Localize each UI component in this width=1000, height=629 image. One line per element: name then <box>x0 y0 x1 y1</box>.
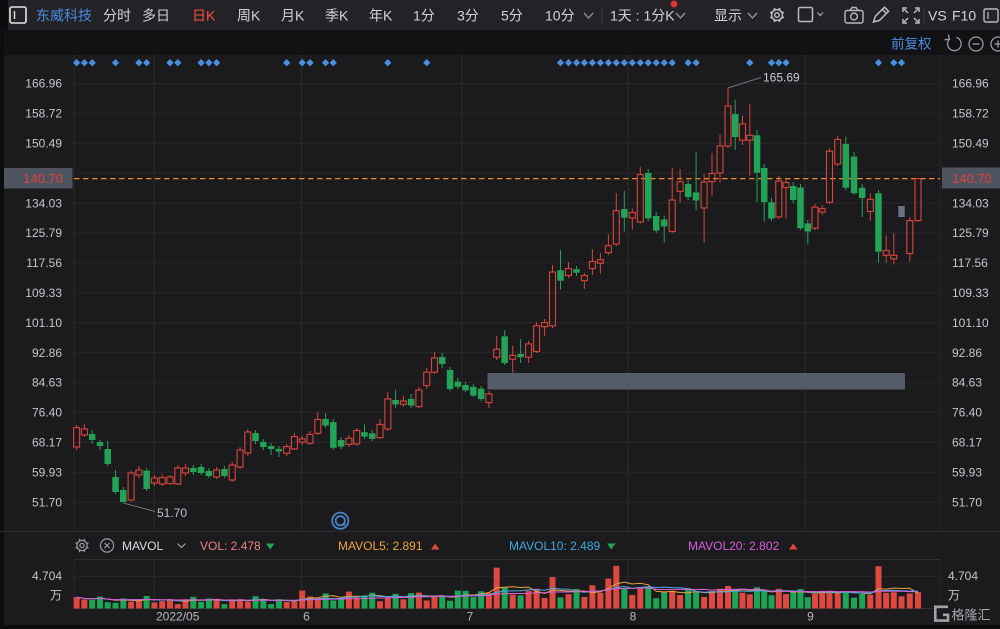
svg-text:150.49: 150.49 <box>25 137 62 151</box>
svg-text:51.70: 51.70 <box>32 495 62 509</box>
svg-text:101.10: 101.10 <box>952 316 989 330</box>
svg-text:101.10: 101.10 <box>25 316 62 330</box>
svg-text:MAVOL5: 2.891: MAVOL5: 2.891 <box>338 539 423 553</box>
svg-text:68.17: 68.17 <box>32 435 62 449</box>
svg-text:VS: VS <box>928 8 947 24</box>
svg-text:日K: 日K <box>192 8 216 24</box>
svg-text:显示: 显示 <box>714 8 742 24</box>
svg-text:万: 万 <box>948 589 960 603</box>
svg-text:MAVOL20: 2.802: MAVOL20: 2.802 <box>688 539 779 553</box>
svg-text:MAVOL: MAVOL <box>122 539 163 553</box>
svg-text:76.40: 76.40 <box>952 406 982 420</box>
svg-text:VOL: 2.478: VOL: 2.478 <box>200 539 261 553</box>
svg-text:6: 6 <box>303 610 310 624</box>
svg-text:166.96: 166.96 <box>25 77 62 91</box>
svg-text:125.79: 125.79 <box>952 226 989 240</box>
svg-text:分时: 分时 <box>103 8 131 24</box>
svg-text:东威科技: 东威科技 <box>36 8 92 24</box>
svg-text:4.704: 4.704 <box>32 569 62 583</box>
svg-text:前复权: 前复权 <box>891 36 932 52</box>
svg-text:84.63: 84.63 <box>32 376 62 390</box>
svg-text:51.70: 51.70 <box>157 506 187 520</box>
svg-text:68.17: 68.17 <box>952 435 982 449</box>
svg-text:1天 : 1分K: 1天 : 1分K <box>610 8 675 24</box>
svg-text:10分: 10分 <box>545 8 575 24</box>
svg-text:117.56: 117.56 <box>952 256 988 270</box>
svg-text:92.86: 92.86 <box>952 346 982 360</box>
svg-text:万: 万 <box>50 589 62 603</box>
svg-text:125.79: 125.79 <box>25 226 62 240</box>
svg-text:5分: 5分 <box>501 8 523 24</box>
svg-text:51.70: 51.70 <box>952 495 982 509</box>
svg-text:59.93: 59.93 <box>32 465 62 479</box>
svg-text:月K: 月K <box>281 8 305 24</box>
svg-text:92.86: 92.86 <box>32 346 62 360</box>
svg-text:109.33: 109.33 <box>25 286 62 300</box>
svg-text:84.63: 84.63 <box>952 376 982 390</box>
svg-text:7: 7 <box>467 610 474 624</box>
svg-text:4.704: 4.704 <box>948 569 978 583</box>
svg-text:8: 8 <box>630 610 637 624</box>
svg-text:格隆汇: 格隆汇 <box>952 608 991 623</box>
svg-text:158.72: 158.72 <box>25 107 62 121</box>
svg-text:2022/05: 2022/05 <box>156 610 200 624</box>
svg-text:9: 9 <box>807 610 814 624</box>
svg-text:150.49: 150.49 <box>952 137 989 151</box>
svg-text:季K: 季K <box>325 8 349 24</box>
svg-text:MAVOL10: 2.489: MAVOL10: 2.489 <box>509 539 600 553</box>
svg-text:140.70: 140.70 <box>23 171 63 186</box>
svg-text:F10: F10 <box>952 8 976 24</box>
svg-text:140.70: 140.70 <box>952 171 992 186</box>
svg-text:166.96: 166.96 <box>952 77 989 91</box>
svg-text:134.03: 134.03 <box>952 196 989 210</box>
svg-text:周K: 周K <box>237 8 261 24</box>
svg-text:3分: 3分 <box>457 8 479 24</box>
svg-text:134.03: 134.03 <box>25 196 62 210</box>
svg-text:76.40: 76.40 <box>32 406 62 420</box>
svg-text:1分: 1分 <box>413 8 435 24</box>
svg-text:165.69: 165.69 <box>763 71 800 85</box>
svg-text:109.33: 109.33 <box>952 286 989 300</box>
svg-text:59.93: 59.93 <box>952 465 982 479</box>
svg-text:年K: 年K <box>369 8 393 24</box>
svg-text:158.72: 158.72 <box>952 107 989 121</box>
svg-text:多日: 多日 <box>142 8 170 24</box>
svg-text:117.56: 117.56 <box>26 256 62 270</box>
